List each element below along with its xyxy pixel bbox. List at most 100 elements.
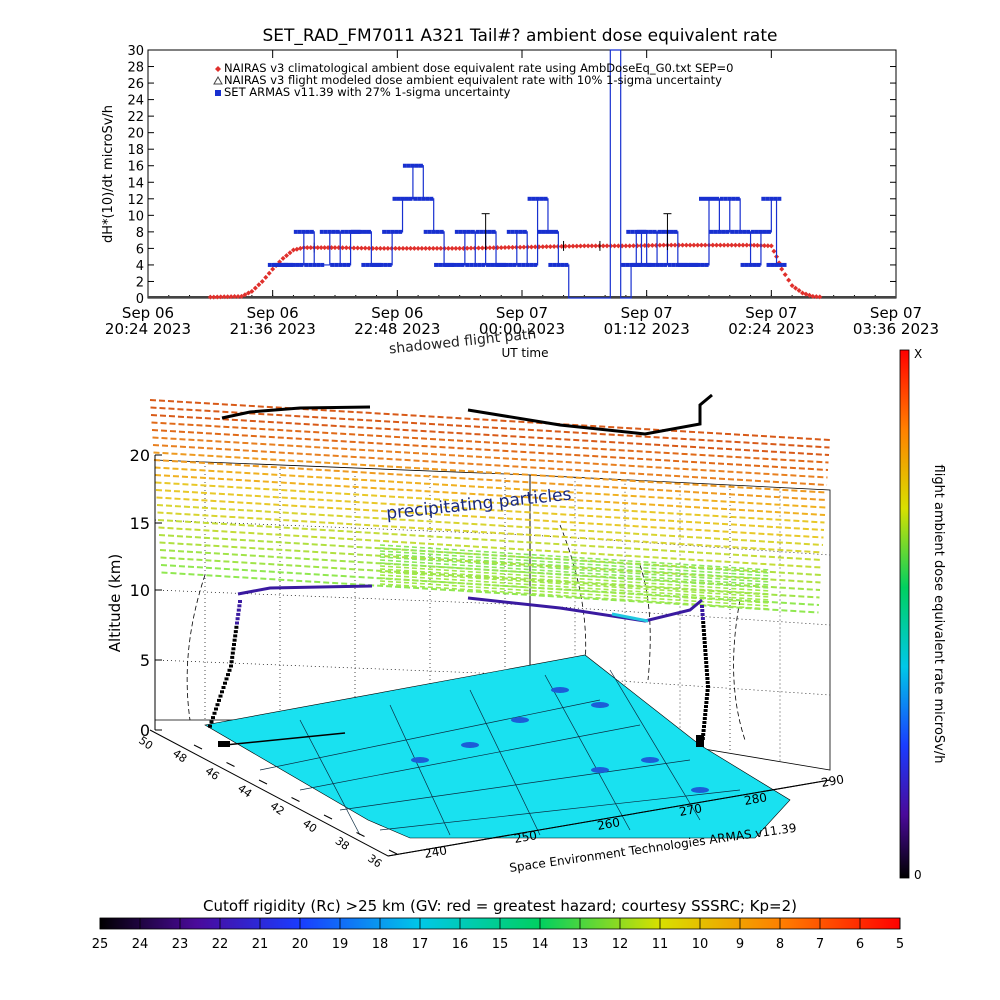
y-tick-label: 6 (136, 242, 144, 257)
armas-point (549, 229, 554, 234)
armas-point (267, 262, 272, 267)
climatological-point (672, 242, 678, 248)
armas-point (548, 262, 553, 267)
shadow-track-east (467, 393, 713, 436)
climatological-point (740, 242, 746, 248)
armas-point (398, 229, 403, 234)
climatological-point (315, 245, 321, 251)
climatological-point (585, 243, 591, 249)
climatological-point (294, 246, 300, 252)
particle-row (154, 466, 826, 509)
departure-marker (218, 741, 230, 747)
armas-point (652, 229, 657, 234)
armas-point (342, 262, 347, 267)
rigidity-tick-label: 12 (612, 937, 629, 952)
climatological-point (817, 294, 823, 300)
descent-point (702, 717, 707, 720)
descent-point (705, 677, 710, 680)
y-tick-label: 2 (136, 275, 144, 290)
armas-point (756, 262, 761, 267)
dose-colorbar-min: 0 (914, 868, 922, 882)
ground-track (224, 732, 346, 746)
climatological-point (600, 243, 606, 249)
armas-point (625, 262, 630, 267)
armas-point (350, 229, 355, 234)
armas-point (725, 229, 730, 234)
climatological-point (284, 253, 290, 259)
particle-row (150, 414, 830, 456)
armas-point (500, 262, 505, 267)
grid-line (154, 519, 531, 536)
armas-point (748, 262, 753, 267)
armas-point (707, 196, 711, 201)
y-tick-label: 14 (127, 176, 144, 191)
map-border (544, 674, 631, 831)
climatological-point (761, 243, 767, 249)
grid-line (154, 659, 531, 676)
y-tick-label: 10 (127, 209, 144, 224)
armas-point (700, 262, 705, 267)
rigidity-tick-label: 8 (776, 937, 784, 952)
map-border (609, 669, 701, 821)
climatological-point (517, 244, 523, 250)
climatological-point (235, 293, 241, 299)
climb-point (236, 608, 241, 612)
projection-curve (639, 564, 651, 681)
armas-point (639, 262, 644, 267)
y-tick-label: 0 (136, 292, 144, 307)
x-tick-label-date: Sep 07 (745, 304, 797, 322)
climb-point (233, 630, 238, 634)
y-tick-label: 4 (136, 259, 144, 274)
armas-point (301, 229, 306, 234)
armas-point (421, 196, 426, 201)
lon-tick-label: 270 (678, 801, 703, 819)
armas-point (553, 229, 558, 234)
climatological-point (751, 242, 757, 248)
climatological-point (381, 245, 387, 251)
z-tick-label: 5 (140, 651, 150, 670)
flight-track-east (467, 596, 703, 623)
armas-point (438, 262, 443, 267)
descent-point (700, 617, 705, 620)
armas-point (456, 262, 461, 267)
armas-point (299, 262, 304, 267)
particle-row (161, 571, 819, 614)
armas-point (769, 196, 774, 201)
armas-point (744, 262, 749, 267)
armas-point (434, 262, 439, 267)
armas-point (688, 262, 693, 267)
y-tick-label: 22 (127, 110, 144, 125)
armas-point (452, 262, 457, 267)
climatological-point (225, 294, 231, 300)
climatological-point (589, 243, 595, 249)
climatological-point (754, 242, 760, 248)
armas-point (469, 262, 474, 267)
climatological-point (366, 245, 372, 251)
climatological-point (551, 244, 557, 250)
armas-point (340, 229, 345, 234)
descent-point (702, 641, 707, 644)
climatological-point (574, 243, 580, 249)
lat-tick-label: 46 (203, 764, 222, 783)
armas-point (682, 262, 687, 267)
armas-point (338, 262, 343, 267)
x-tick-label-date: Sep 07 (870, 304, 922, 322)
descent-point (703, 657, 708, 660)
armas-point (281, 262, 286, 267)
armas-point (518, 229, 523, 234)
climatological-point (449, 245, 455, 251)
climatological-point (559, 243, 565, 249)
climatological-point (540, 244, 546, 250)
armas-point (527, 196, 532, 201)
particle-row (379, 556, 771, 583)
annotation-precipitating: precipitating particles (385, 485, 572, 524)
climatological-point (604, 243, 610, 249)
armas-point (699, 196, 703, 201)
map-lake (641, 757, 659, 763)
lat-tick (258, 779, 268, 785)
armas-point (782, 262, 787, 267)
climatological-point (570, 243, 576, 249)
map-border (339, 759, 691, 811)
